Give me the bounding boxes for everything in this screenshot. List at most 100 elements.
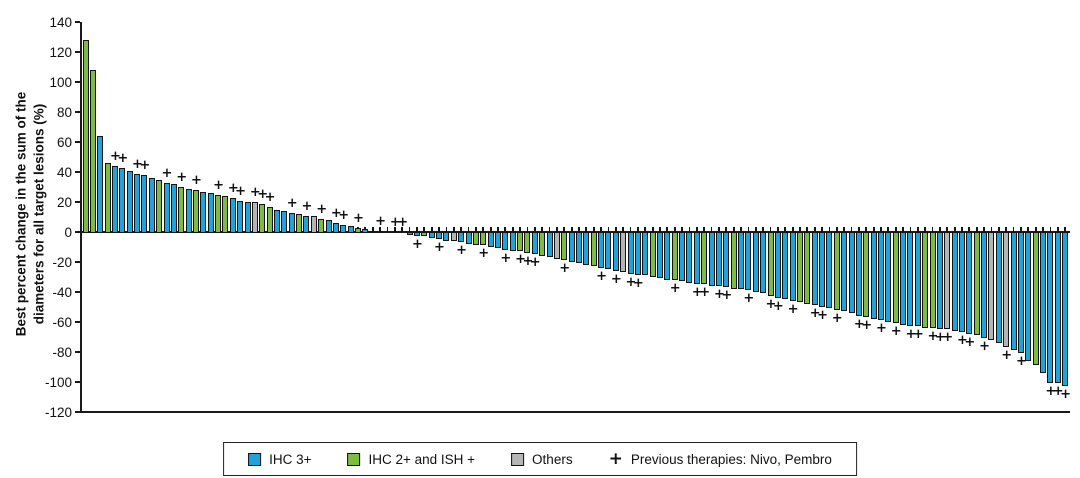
bar [170, 184, 177, 233]
y-tick-mark [75, 321, 80, 323]
bar [377, 230, 384, 233]
previous-therapy-plus-marker: + [286, 195, 298, 211]
bar [222, 196, 229, 233]
patient-baseline-tick [784, 227, 787, 232]
patient-baseline-tick [762, 227, 765, 232]
patient-baseline-tick [371, 227, 374, 232]
previous-therapy-plus-marker: + [713, 286, 725, 302]
bar [855, 232, 862, 316]
previous-therapy-plus-marker: + [117, 150, 129, 166]
bar [752, 232, 759, 292]
bar [524, 232, 531, 253]
patient-baseline-tick [585, 227, 588, 232]
bar [237, 200, 244, 233]
patient-baseline-tick [489, 227, 492, 232]
y-tick-label: 40 [56, 164, 72, 180]
patient-baseline-tick [592, 227, 595, 232]
patient-baseline-tick [902, 227, 904, 232]
previous-therapy-plus-marker: + [787, 301, 799, 317]
bar [774, 232, 781, 298]
patient-baseline-tick [990, 227, 993, 232]
patient-baseline-tick [843, 227, 846, 232]
patient-baseline-tick [416, 227, 418, 232]
patient-baseline-tick [1034, 227, 1037, 232]
plus-marker-icon: + [608, 449, 623, 469]
patient-baseline-tick [894, 227, 897, 232]
bar [244, 202, 251, 233]
y-tick-mark [75, 351, 80, 353]
bar [833, 232, 840, 310]
patient-baseline-tick [718, 227, 720, 232]
legend: IHC 3+ IHC 2+ and ISH + Others + Previou… [223, 442, 857, 476]
patient-baseline-tick [835, 227, 838, 232]
bar [664, 232, 671, 280]
previous-therapy-plus-marker: + [375, 213, 387, 229]
bar [97, 136, 104, 233]
patient-baseline-tick [460, 227, 463, 232]
previous-therapy-plus-marker: + [515, 252, 526, 267]
bar [369, 230, 376, 233]
patient-baseline-tick [997, 227, 1000, 232]
previous-therapy-plus-marker: + [389, 215, 401, 230]
y-tick-mark [75, 261, 80, 263]
patient-baseline-tick [953, 227, 956, 232]
bar [111, 166, 118, 233]
patient-baseline-tick [423, 227, 426, 232]
bar [973, 232, 980, 335]
previous-therapy-plus-marker: + [691, 285, 703, 300]
previous-therapy-plus-marker: + [139, 158, 151, 173]
previous-therapy-plus-marker: + [235, 183, 247, 199]
bar [951, 232, 958, 331]
bar [929, 232, 936, 328]
patient-baseline-tick [1064, 227, 1067, 232]
previous-therapy-plus-marker: + [1045, 384, 1057, 399]
previous-therapy-plus-marker: + [338, 207, 350, 223]
patient-baseline-tick [813, 227, 816, 232]
patient-baseline-tick [776, 227, 779, 232]
patient-baseline-tick [504, 227, 507, 232]
patient-baseline-tick [857, 227, 860, 232]
patient-baseline-tick [806, 227, 809, 232]
bar [332, 223, 339, 233]
patient-baseline-tick [379, 227, 382, 232]
patient-baseline-tick [887, 227, 890, 232]
bar [553, 232, 560, 259]
bar [251, 202, 258, 233]
previous-therapy-plus-marker: + [330, 206, 342, 221]
previous-therapy-plus-marker: + [957, 333, 968, 348]
patient-baseline-tick [607, 227, 610, 232]
bar [296, 214, 303, 233]
bar [900, 232, 907, 325]
patient-baseline-tick [519, 227, 521, 232]
patient-baseline-tick [563, 227, 566, 232]
patient-baseline-tick [673, 227, 676, 232]
bar [82, 40, 89, 233]
y-tick-mark [75, 381, 80, 383]
bar [914, 232, 921, 326]
patient-baseline-tick [474, 227, 477, 232]
bar [1062, 232, 1069, 386]
patient-baseline-tick [872, 227, 875, 232]
patient-baseline-tick [939, 227, 941, 232]
patient-baseline-tick [452, 227, 455, 232]
patient-baseline-tick [393, 227, 396, 232]
bar [870, 232, 877, 319]
bar [598, 232, 605, 268]
patient-baseline-tick [975, 227, 978, 232]
bar [568, 232, 575, 262]
patient-baseline-tick [865, 227, 868, 232]
bar [693, 232, 700, 284]
bar [848, 232, 855, 313]
bar [1025, 232, 1032, 361]
y-tick-label: 120 [49, 44, 72, 60]
patient-baseline-tick [946, 227, 949, 232]
bar [517, 232, 524, 251]
bar [362, 229, 369, 233]
y-tick-mark [75, 111, 80, 113]
y-axis-title: Best percent change in the sum of the di… [13, 91, 46, 337]
patient-baseline-tick [695, 227, 698, 232]
y-tick-label: -20 [52, 254, 72, 270]
patient-baseline-tick [725, 227, 728, 232]
patient-baseline-tick [445, 227, 448, 232]
previous-therapy-plus-marker: + [316, 201, 328, 217]
